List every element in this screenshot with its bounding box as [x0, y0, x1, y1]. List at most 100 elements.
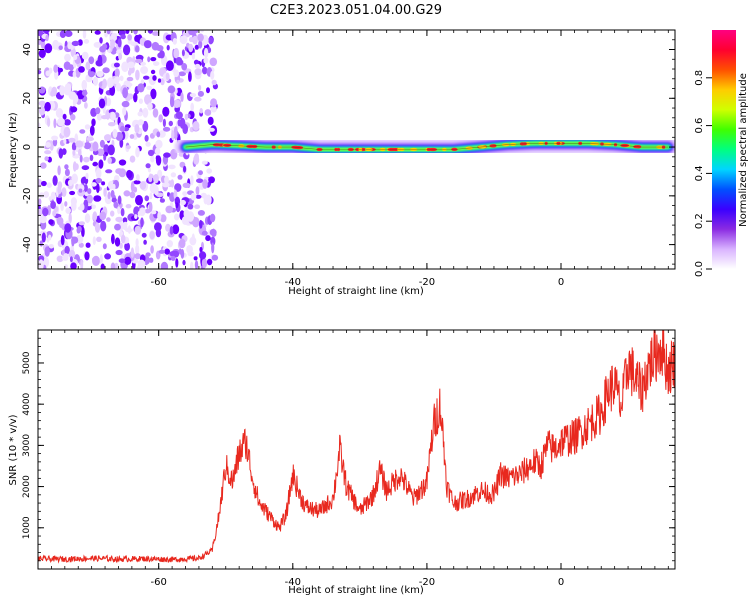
noise-blob: [129, 191, 136, 199]
noise-blob: [150, 57, 157, 62]
noise-blob: [120, 125, 126, 132]
noise-blob: [99, 211, 107, 221]
noise-blob: [165, 72, 170, 81]
noise-blob: [195, 186, 200, 196]
noise-blob: [38, 86, 46, 94]
noise-blob: [175, 56, 183, 66]
noise-blob: [194, 204, 201, 209]
noise-blob: [173, 126, 178, 137]
noise-blob: [68, 137, 76, 143]
noise-blob: [156, 131, 161, 138]
noise-blob: [189, 236, 197, 246]
colorbar: 0.0 0.2 0.4 0.6 0.8 Normalized spectral ampl…: [694, 30, 749, 277]
noise-blob: [171, 130, 175, 141]
noise-blob: [137, 111, 143, 117]
noise-blob: [180, 249, 185, 259]
noise-blob: [111, 32, 118, 38]
noise-blob: [94, 222, 101, 233]
noise-blob: [70, 262, 77, 269]
noise-blob: [87, 188, 92, 195]
noise-blob: [81, 165, 90, 171]
noise-blob: [78, 66, 85, 73]
x-tick-label: 0: [558, 277, 564, 288]
noise-blob: [195, 194, 202, 199]
noise-blob: [206, 87, 210, 94]
snr-frame: [37, 329, 676, 570]
signal-track: [174, 132, 675, 161]
noise-blob: [47, 117, 51, 128]
noise-blob: [193, 256, 198, 261]
noise-blob: [192, 35, 198, 45]
noise-blob: [48, 244, 54, 249]
noise-blob: [38, 259, 44, 269]
noise-blob: [50, 201, 56, 209]
noise-blob: [182, 259, 186, 266]
noise-blob: [121, 100, 130, 108]
noise-blob: [152, 108, 159, 118]
noise-blob: [81, 51, 89, 60]
y-tick-label: 0: [22, 144, 33, 150]
noise-blob: [172, 99, 181, 109]
noise-blob: [104, 134, 112, 142]
noise-blob: [199, 108, 203, 114]
noise-blob: [71, 236, 75, 247]
noise-blob: [144, 195, 150, 202]
noise-blob: [113, 62, 120, 68]
colorbar-gradient: [712, 30, 736, 269]
noise-blob: [199, 246, 203, 253]
noise-blob: [50, 191, 56, 200]
colorbar-tick-label: 0.8: [694, 70, 705, 86]
noise-blob: [144, 94, 152, 105]
noise-blob: [118, 159, 127, 166]
noise-blob: [188, 71, 192, 82]
noise-blob: [96, 113, 103, 121]
noise-blob: [102, 78, 107, 89]
noise-blob: [104, 253, 111, 260]
noise-blob: [114, 223, 121, 231]
y-tick-label: 5000: [22, 351, 32, 374]
noise-blob: [113, 201, 119, 209]
noise-blob: [91, 204, 96, 210]
noise-blob: [126, 76, 134, 82]
noise-blob: [162, 118, 166, 128]
noise-blob: [77, 225, 82, 233]
noise-blob: [144, 134, 149, 142]
noise-blob: [134, 253, 141, 260]
noise-blob: [202, 66, 208, 75]
noise-blob: [64, 30, 73, 37]
noise-blob: [142, 107, 149, 118]
noise-blob: [125, 145, 131, 150]
noise-blob: [54, 206, 59, 213]
noise-blob: [168, 120, 173, 127]
noise-blob: [178, 238, 186, 249]
noise-blob: [91, 118, 96, 127]
noise-blob: [141, 232, 147, 238]
noise-blob: [165, 205, 173, 214]
noise-blob: [159, 50, 165, 59]
noise-blob: [122, 106, 127, 116]
noise-blob: [162, 106, 170, 117]
noise-blob: [190, 102, 194, 112]
noise-blob: [135, 58, 143, 64]
noise-blob: [41, 180, 47, 187]
noise-blob: [158, 249, 165, 254]
noise-blob: [52, 175, 58, 186]
noise-blob: [135, 244, 140, 255]
noise-blob: [85, 242, 91, 248]
noise-blob: [135, 146, 140, 158]
noise-blob: [102, 67, 110, 74]
noise-blob: [89, 154, 94, 161]
noise-blob: [175, 112, 181, 117]
noise-blob: [121, 61, 129, 73]
x-tick-label: -40: [285, 577, 301, 588]
noise-blob: [115, 131, 124, 141]
noise-blob: [123, 221, 128, 227]
noise-blob: [127, 61, 135, 69]
y-tick-label: 3000: [22, 434, 32, 457]
noise-blob: [118, 52, 123, 61]
noise-blob: [145, 163, 151, 169]
noise-blob: [51, 135, 59, 141]
noise-blob: [106, 77, 114, 89]
noise-blob: [118, 258, 126, 264]
noise-blob: [69, 256, 73, 263]
